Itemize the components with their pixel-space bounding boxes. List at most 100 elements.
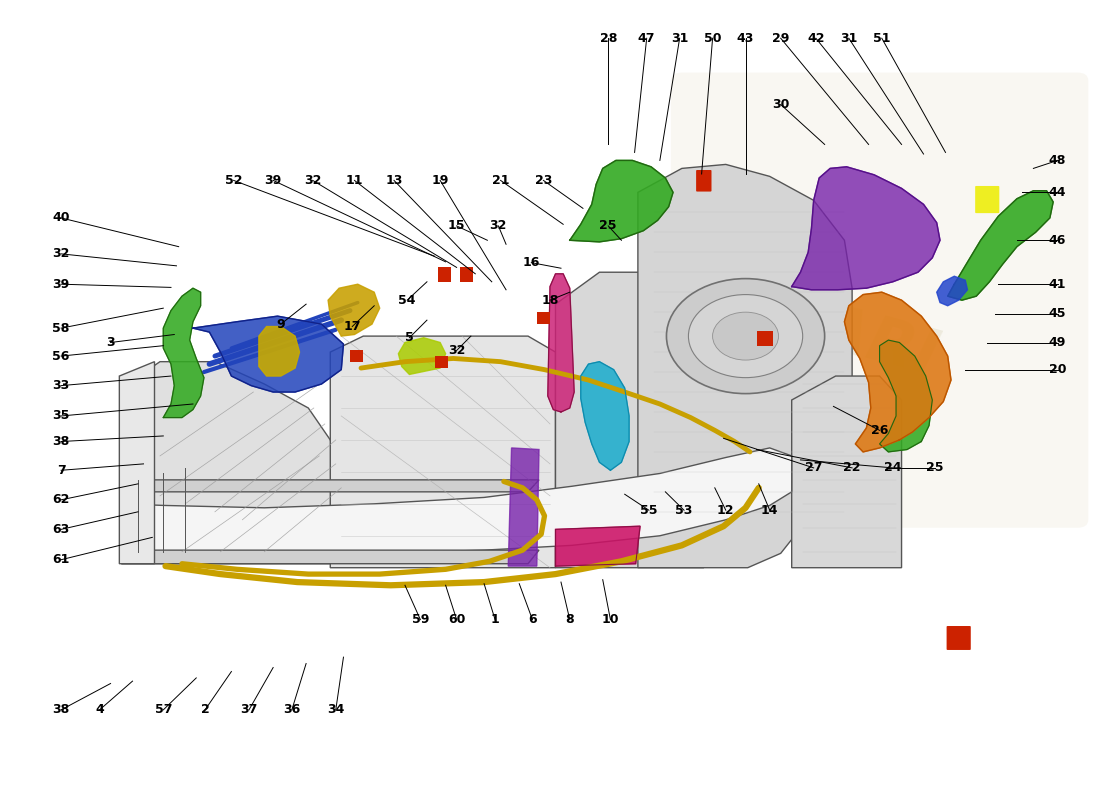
Text: 9: 9 xyxy=(276,318,285,330)
Text: 58: 58 xyxy=(53,322,69,334)
Text: 43: 43 xyxy=(737,32,755,45)
Polygon shape xyxy=(845,292,952,452)
Polygon shape xyxy=(330,336,556,568)
Polygon shape xyxy=(121,448,792,556)
FancyBboxPatch shape xyxy=(671,73,1088,528)
Circle shape xyxy=(713,312,779,360)
Text: FERRARI: FERRARI xyxy=(638,252,945,388)
Text: 3: 3 xyxy=(107,336,114,349)
Text: 62: 62 xyxy=(53,494,69,506)
Polygon shape xyxy=(880,340,933,452)
Bar xyxy=(460,267,473,282)
Text: 26: 26 xyxy=(871,424,889,437)
Text: 52: 52 xyxy=(224,174,242,187)
Text: 11: 11 xyxy=(345,174,363,187)
Text: 38: 38 xyxy=(53,703,69,716)
Circle shape xyxy=(689,294,803,378)
Text: 5: 5 xyxy=(405,331,414,344)
Text: 54: 54 xyxy=(398,294,416,306)
Text: 24: 24 xyxy=(884,462,902,474)
Text: 61: 61 xyxy=(53,554,69,566)
Text: 14: 14 xyxy=(761,504,779,517)
Text: 32: 32 xyxy=(304,174,321,187)
Text: 42: 42 xyxy=(807,32,825,45)
Text: 15: 15 xyxy=(448,219,465,233)
Text: 56: 56 xyxy=(53,350,69,362)
Text: 10: 10 xyxy=(602,613,619,626)
Text: 27: 27 xyxy=(805,462,823,474)
Text: 21: 21 xyxy=(492,174,509,187)
Text: 45: 45 xyxy=(1048,307,1066,320)
Text: 47: 47 xyxy=(638,32,656,45)
Text: 34: 34 xyxy=(327,703,344,716)
Text: 1: 1 xyxy=(491,613,499,626)
Text: 37: 37 xyxy=(240,703,257,716)
Text: 20: 20 xyxy=(1048,363,1066,376)
Text: GTC4: GTC4 xyxy=(739,358,889,442)
Bar xyxy=(537,312,550,324)
Text: 32: 32 xyxy=(490,219,507,233)
Bar xyxy=(434,356,448,368)
Text: 44: 44 xyxy=(1048,186,1066,199)
Text: 2: 2 xyxy=(200,703,209,716)
Text: 18: 18 xyxy=(541,294,559,306)
Text: 30: 30 xyxy=(772,98,790,111)
Polygon shape xyxy=(508,448,539,566)
Polygon shape xyxy=(638,165,852,568)
Text: 12: 12 xyxy=(717,504,735,517)
Text: 40: 40 xyxy=(53,211,70,225)
Text: 41: 41 xyxy=(1048,278,1066,290)
Polygon shape xyxy=(548,274,574,412)
Text: 32: 32 xyxy=(448,344,465,357)
Text: 39: 39 xyxy=(53,278,69,290)
Text: 31: 31 xyxy=(840,32,858,45)
Text: 63: 63 xyxy=(53,523,69,536)
Text: 60: 60 xyxy=(448,613,465,626)
Text: 36: 36 xyxy=(283,703,300,716)
Text: 46: 46 xyxy=(1049,234,1066,246)
Text: 13: 13 xyxy=(385,174,403,187)
Polygon shape xyxy=(948,190,1053,300)
Polygon shape xyxy=(581,362,629,470)
Text: 51: 51 xyxy=(873,32,891,45)
Text: 55: 55 xyxy=(640,504,658,517)
Polygon shape xyxy=(119,362,154,564)
Text: 29: 29 xyxy=(772,32,790,45)
Bar xyxy=(438,267,451,282)
Text: 8: 8 xyxy=(565,613,574,626)
Text: 48: 48 xyxy=(1049,154,1066,167)
Text: 25: 25 xyxy=(926,462,944,474)
FancyBboxPatch shape xyxy=(696,170,712,191)
Circle shape xyxy=(667,278,825,394)
Polygon shape xyxy=(163,288,204,418)
Text: 19: 19 xyxy=(431,174,449,187)
Polygon shape xyxy=(570,161,673,242)
Polygon shape xyxy=(792,167,940,290)
Text: 4: 4 xyxy=(96,703,103,716)
Text: 22: 22 xyxy=(844,462,861,474)
Bar xyxy=(350,350,363,362)
Text: 28: 28 xyxy=(600,32,617,45)
Text: 32: 32 xyxy=(53,247,69,260)
Text: 31: 31 xyxy=(671,32,689,45)
Text: 25: 25 xyxy=(600,219,617,233)
Text: 17: 17 xyxy=(343,320,361,333)
FancyBboxPatch shape xyxy=(976,186,999,213)
Polygon shape xyxy=(328,284,380,336)
Text: 16: 16 xyxy=(522,256,540,269)
Text: 6: 6 xyxy=(528,613,537,626)
Text: 38: 38 xyxy=(53,435,69,448)
Text: 57: 57 xyxy=(154,703,172,716)
Polygon shape xyxy=(121,362,341,564)
Polygon shape xyxy=(121,550,539,564)
Text: 50: 50 xyxy=(704,32,722,45)
Text: 33: 33 xyxy=(53,379,69,392)
Polygon shape xyxy=(792,376,902,568)
Bar xyxy=(757,331,773,346)
Polygon shape xyxy=(192,316,343,392)
Polygon shape xyxy=(258,326,299,376)
Polygon shape xyxy=(556,526,640,566)
FancyBboxPatch shape xyxy=(947,626,971,650)
Text: 23: 23 xyxy=(535,174,552,187)
Text: 35: 35 xyxy=(53,410,69,422)
